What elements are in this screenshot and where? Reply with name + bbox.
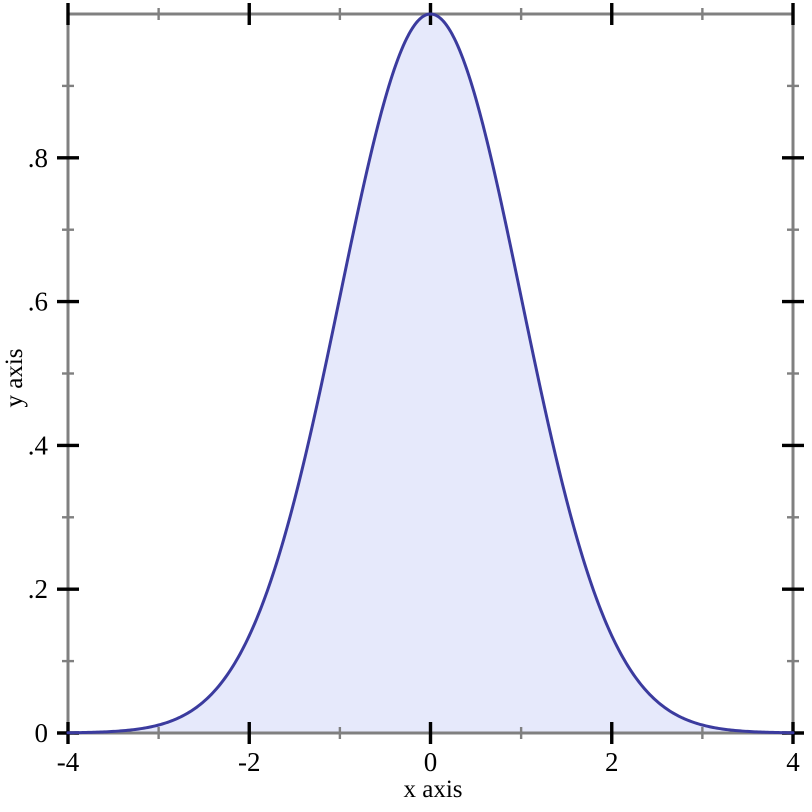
tick-labels: -4 -2 0 2 4 0 .2 .4 .6 .8 [28, 143, 801, 777]
y-tick-label: .8 [28, 143, 48, 173]
area-fill-path [68, 14, 793, 733]
y-tick-label: 0 [35, 718, 49, 748]
y-tick-label: .6 [28, 287, 48, 317]
gaussian-curve-path [66, 12, 795, 735]
x-tick-label: 4 [786, 747, 800, 777]
x-tick-label: -2 [238, 747, 261, 777]
y-axis-title: y axis [1, 348, 28, 407]
area-fill [68, 14, 793, 733]
x-tick-label: 2 [605, 747, 619, 777]
x-tick-label: -4 [57, 747, 80, 777]
curve-line [66, 12, 795, 735]
y-tick-label: .4 [28, 430, 49, 460]
axis-ticks [57, 3, 804, 744]
x-axis-title: x axis [403, 776, 462, 803]
y-tick-label: .2 [28, 574, 48, 604]
x-tick-label: 0 [424, 747, 438, 777]
